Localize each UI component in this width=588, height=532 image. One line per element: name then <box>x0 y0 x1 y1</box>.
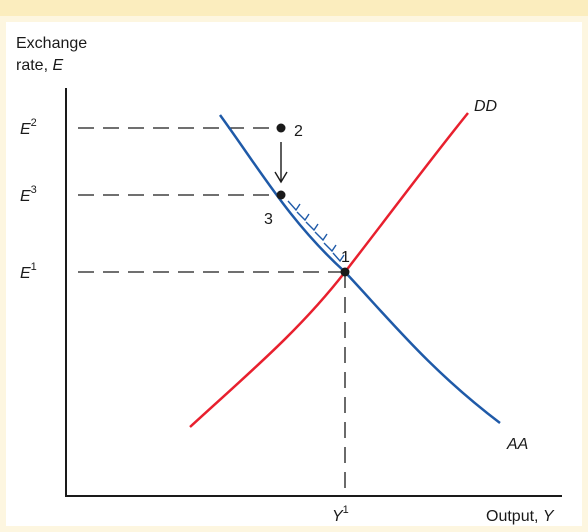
point-3-label: 3 <box>264 211 273 228</box>
aa-adjustment-ticks <box>287 200 345 263</box>
top-band <box>0 0 588 16</box>
point-1-label: 1 <box>341 249 350 266</box>
x-axis-label: Output, Y <box>486 508 555 525</box>
aa-curve <box>218 114 501 424</box>
point-1-marker <box>340 267 350 277</box>
aa-curve-label: AA <box>506 436 528 453</box>
diagram-panel <box>6 22 582 526</box>
y-axis-label-line1: Exchange <box>16 35 87 52</box>
y-axis-label-line2: rate, E <box>16 57 63 74</box>
tick-y1: Y1 <box>332 504 349 525</box>
adjustment-arrow-head <box>274 171 288 184</box>
point-3-marker <box>276 190 286 200</box>
tick-e1: E1 <box>20 261 37 282</box>
tick-e2: E2 <box>20 117 37 138</box>
tick-e3: E3 <box>20 184 37 205</box>
dd-curve <box>189 112 469 428</box>
dd-curve-label: DD <box>474 98 498 115</box>
point-2-label: 2 <box>294 123 303 140</box>
point-2-marker <box>276 123 286 133</box>
